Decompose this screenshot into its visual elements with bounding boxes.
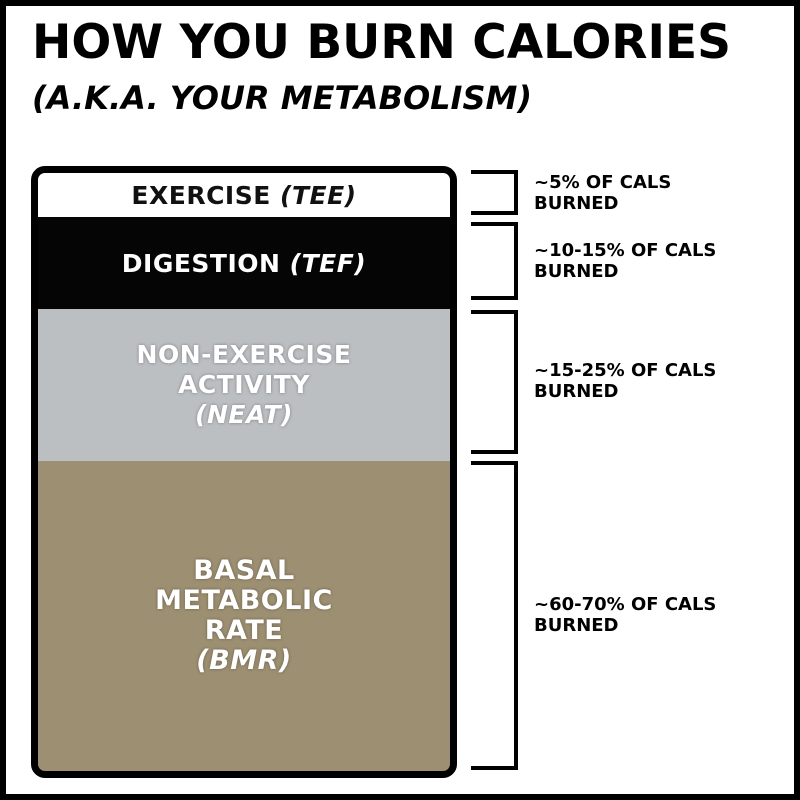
page-subtitle: (A.K.A. YOUR METABOLISM) bbox=[32, 79, 532, 117]
segment-bmr-abbr: (BMR) bbox=[196, 645, 292, 676]
segment-exercise-abbr: (TEE) bbox=[280, 180, 357, 210]
segment-bmr-name-line3: RATE bbox=[204, 615, 284, 646]
segment-bmr-name-line2: METABOLIC bbox=[155, 585, 333, 616]
segment-neat: NON-EXERCISE ACTIVITY (NEAT) bbox=[38, 309, 450, 461]
share-label-neat-line1: ~15-25% OF CALS bbox=[534, 360, 717, 381]
share-label-tef: ~10-15% OF CALS BURNED bbox=[534, 240, 716, 282]
share-label-tee-line2: BURNED bbox=[534, 193, 619, 214]
share-label-tef-line2: BURNED bbox=[534, 261, 619, 282]
page-title: HOW YOU BURN CALORIES bbox=[32, 15, 731, 70]
segment-exercise-name: EXERCISE bbox=[131, 180, 271, 210]
segment-neat-name-line1: NON-EXERCISE bbox=[136, 340, 352, 369]
bracket-tee bbox=[471, 170, 518, 215]
share-label-tef-line1: ~10-15% OF CALS bbox=[534, 240, 717, 261]
share-label-bmr-line2: BURNED bbox=[534, 615, 619, 636]
segment-digestion-abbr: (TEF) bbox=[289, 248, 367, 278]
segment-exercise-tee: EXERCISE (TEE) bbox=[38, 173, 450, 217]
bracket-neat bbox=[471, 310, 518, 454]
segment-bmr: BASAL METABOLIC RATE (BMR) bbox=[38, 461, 450, 771]
segment-neat-name-line2: ACTIVITY bbox=[178, 370, 310, 399]
calorie-burn-stack: EXERCISE (TEE) DIGESTION (TEF) NON-EXERC… bbox=[31, 166, 457, 778]
bracket-tef bbox=[471, 222, 518, 300]
share-label-tee: ~5% OF CALS BURNED bbox=[534, 172, 671, 214]
share-label-neat: ~15-25% OF CALS BURNED bbox=[534, 360, 716, 402]
segment-bmr-name-line1: BASAL bbox=[193, 555, 295, 586]
bracket-bmr bbox=[471, 461, 518, 770]
share-label-bmr-line1: ~60-70% OF CALS bbox=[534, 594, 717, 615]
segment-neat-abbr: (NEAT) bbox=[195, 400, 293, 429]
share-label-bmr: ~60-70% OF CALS BURNED bbox=[534, 594, 716, 636]
segment-digestion-tef: DIGESTION (TEF) bbox=[38, 217, 450, 309]
share-label-neat-line2: BURNED bbox=[534, 381, 619, 402]
segment-digestion-name: DIGESTION bbox=[121, 248, 281, 278]
share-label-tee-line1: ~5% OF CALS bbox=[534, 172, 672, 193]
